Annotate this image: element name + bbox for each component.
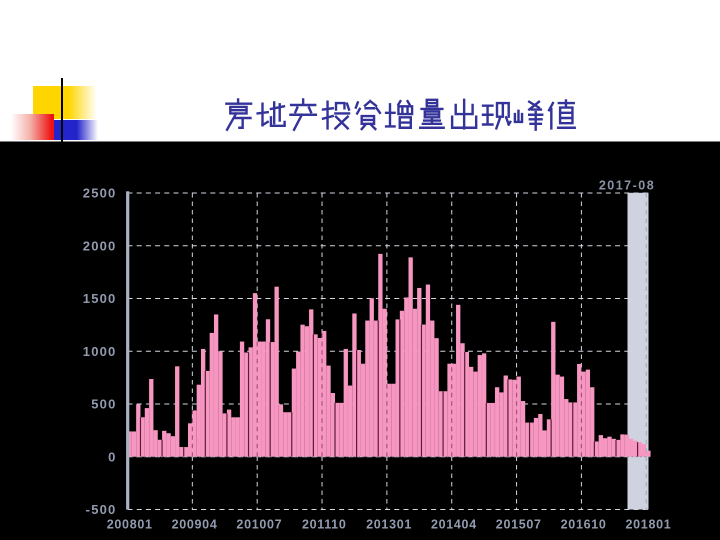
- svg-text:201007: 201007: [236, 518, 282, 532]
- svg-text:201801: 201801: [625, 518, 671, 532]
- svg-text:2500: 2500: [83, 186, 117, 201]
- svg-text:500: 500: [91, 397, 116, 412]
- svg-text:-500: -500: [86, 502, 117, 517]
- svg-text:1500: 1500: [83, 291, 117, 306]
- svg-text:201301: 201301: [366, 518, 412, 532]
- svg-text:200801: 200801: [107, 518, 153, 532]
- svg-text:200904: 200904: [172, 518, 218, 532]
- svg-text:2000: 2000: [83, 238, 117, 253]
- svg-text:201610: 201610: [561, 518, 607, 532]
- svg-text:201110: 201110: [302, 518, 347, 532]
- svg-text:0: 0: [108, 449, 116, 464]
- svg-text:201507: 201507: [496, 518, 542, 532]
- svg-text:2017-08: 2017-08: [599, 179, 655, 193]
- svg-text:1000: 1000: [83, 344, 117, 359]
- svg-text:201404: 201404: [431, 518, 477, 532]
